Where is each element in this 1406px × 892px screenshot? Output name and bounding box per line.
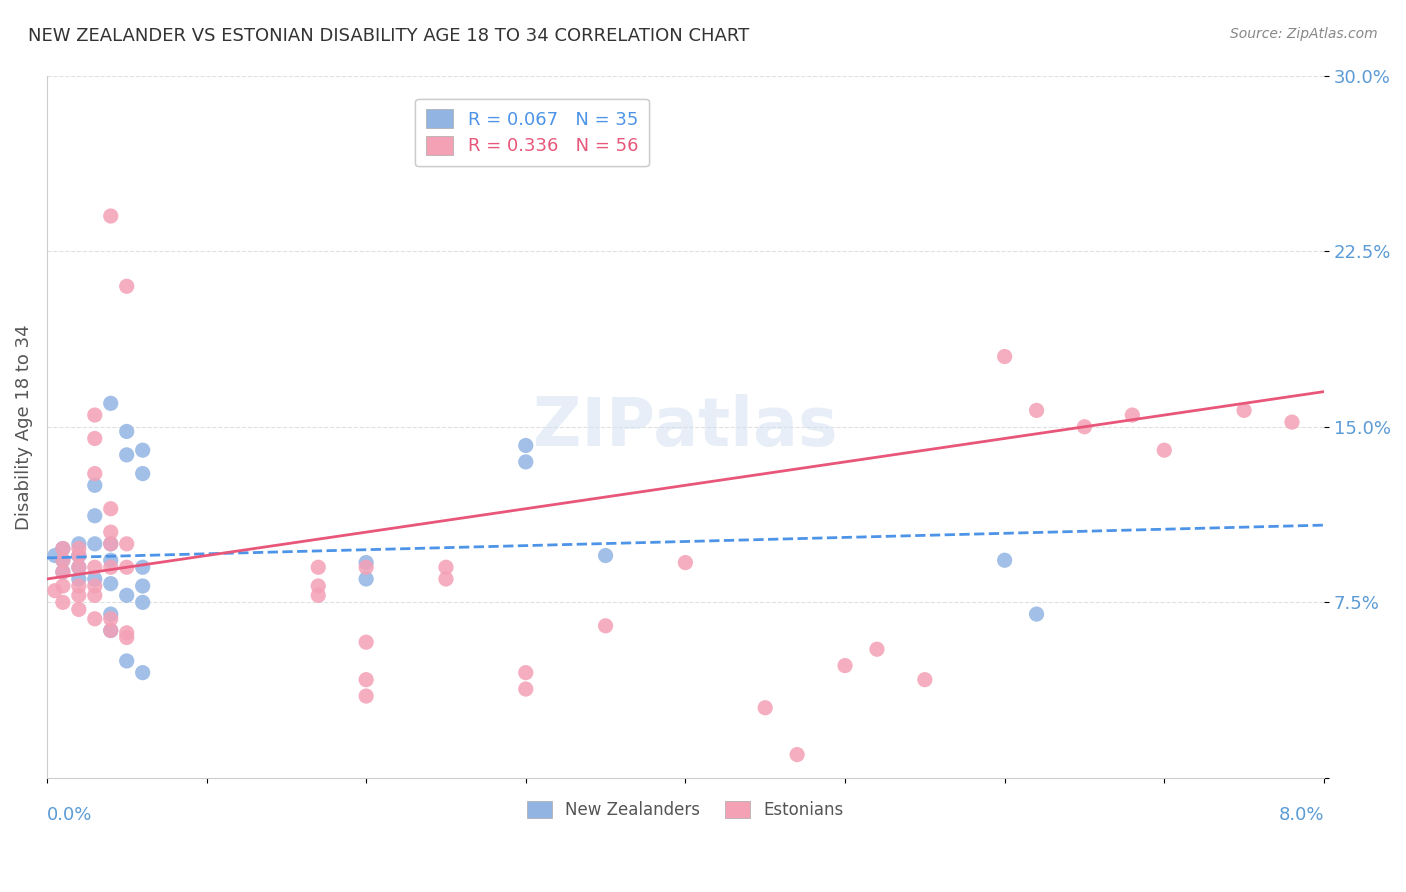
Point (67, 572, 90, 586)
Point (1025, 607, 1047, 621)
Point (515, 665, 537, 680)
Point (83, 612, 105, 626)
Point (1073, 419, 1095, 434)
Point (83, 572, 105, 586)
Point (83, 432, 105, 446)
Point (994, 553, 1017, 567)
Point (131, 467, 153, 481)
Point (786, 747, 808, 762)
Point (595, 549, 617, 563)
Point (515, 681, 537, 696)
Text: Source: ZipAtlas.com: Source: ZipAtlas.com (1230, 27, 1378, 41)
Point (100, 607, 122, 621)
Point (515, 438, 537, 452)
Point (52, 579, 75, 593)
Point (100, 209, 122, 223)
Text: 8.0%: 8.0% (1278, 806, 1324, 824)
Point (67, 579, 90, 593)
Point (307, 560, 329, 574)
Point (354, 635, 377, 649)
Point (100, 560, 122, 574)
Point (52, 595, 75, 609)
Point (1121, 408, 1143, 422)
Point (100, 553, 122, 567)
Point (131, 595, 153, 609)
Point (83, 478, 105, 492)
Point (115, 654, 138, 668)
Point (115, 448, 138, 462)
Point (100, 624, 122, 638)
Point (67, 560, 90, 574)
Point (52, 565, 75, 579)
Point (100, 501, 122, 516)
Point (1025, 403, 1047, 417)
Point (67, 588, 90, 602)
Point (434, 572, 457, 586)
Point (115, 537, 138, 551)
Text: ZIPatlas: ZIPatlas (533, 393, 838, 459)
Point (354, 673, 377, 687)
Text: NEW ZEALANDER VS ESTONIAN DISABILITY AGE 18 TO 34 CORRELATION CHART: NEW ZEALANDER VS ESTONIAN DISABILITY AGE… (28, 27, 749, 45)
Point (67, 549, 90, 563)
Point (115, 588, 138, 602)
Point (67, 560, 90, 574)
Point (52, 541, 75, 556)
Point (83, 408, 105, 422)
Point (52, 565, 75, 579)
Point (67, 541, 90, 556)
Point (354, 556, 377, 570)
Point (115, 631, 138, 645)
Point (131, 579, 153, 593)
Point (354, 689, 377, 703)
Point (83, 560, 105, 574)
Point (52, 553, 75, 567)
Point (52, 553, 75, 567)
Point (44, 583, 66, 598)
Point (866, 642, 889, 657)
Point (595, 619, 617, 633)
Point (44, 549, 66, 563)
Point (100, 576, 122, 591)
Point (115, 279, 138, 293)
Point (834, 658, 856, 673)
Point (115, 625, 138, 640)
Point (100, 396, 122, 410)
Point (1153, 443, 1175, 458)
Point (115, 560, 138, 574)
Point (307, 588, 329, 602)
Point (83, 537, 105, 551)
Point (83, 467, 105, 481)
Point (354, 572, 377, 586)
Point (100, 537, 122, 551)
Point (67, 549, 90, 563)
Point (1233, 403, 1256, 417)
Point (52, 541, 75, 556)
Point (1281, 415, 1303, 429)
Point (83, 588, 105, 602)
Point (67, 537, 90, 551)
Point (131, 443, 153, 458)
Point (100, 525, 122, 540)
Point (100, 624, 122, 638)
Point (83, 508, 105, 523)
Point (131, 560, 153, 574)
Point (673, 556, 696, 570)
Point (434, 560, 457, 574)
Point (515, 455, 537, 469)
Point (994, 350, 1017, 364)
Point (307, 579, 329, 593)
Point (754, 700, 776, 714)
Point (100, 612, 122, 626)
Y-axis label: Disability Age 18 to 34: Disability Age 18 to 34 (15, 324, 32, 530)
Point (914, 673, 936, 687)
Point (100, 537, 122, 551)
Legend: R = 0.067   N = 35, R = 0.336   N = 56: R = 0.067 N = 35, R = 0.336 N = 56 (415, 99, 650, 166)
Text: 0.0%: 0.0% (46, 806, 93, 824)
Point (354, 560, 377, 574)
Point (131, 665, 153, 680)
Point (115, 425, 138, 439)
Point (67, 602, 90, 616)
Point (83, 579, 105, 593)
